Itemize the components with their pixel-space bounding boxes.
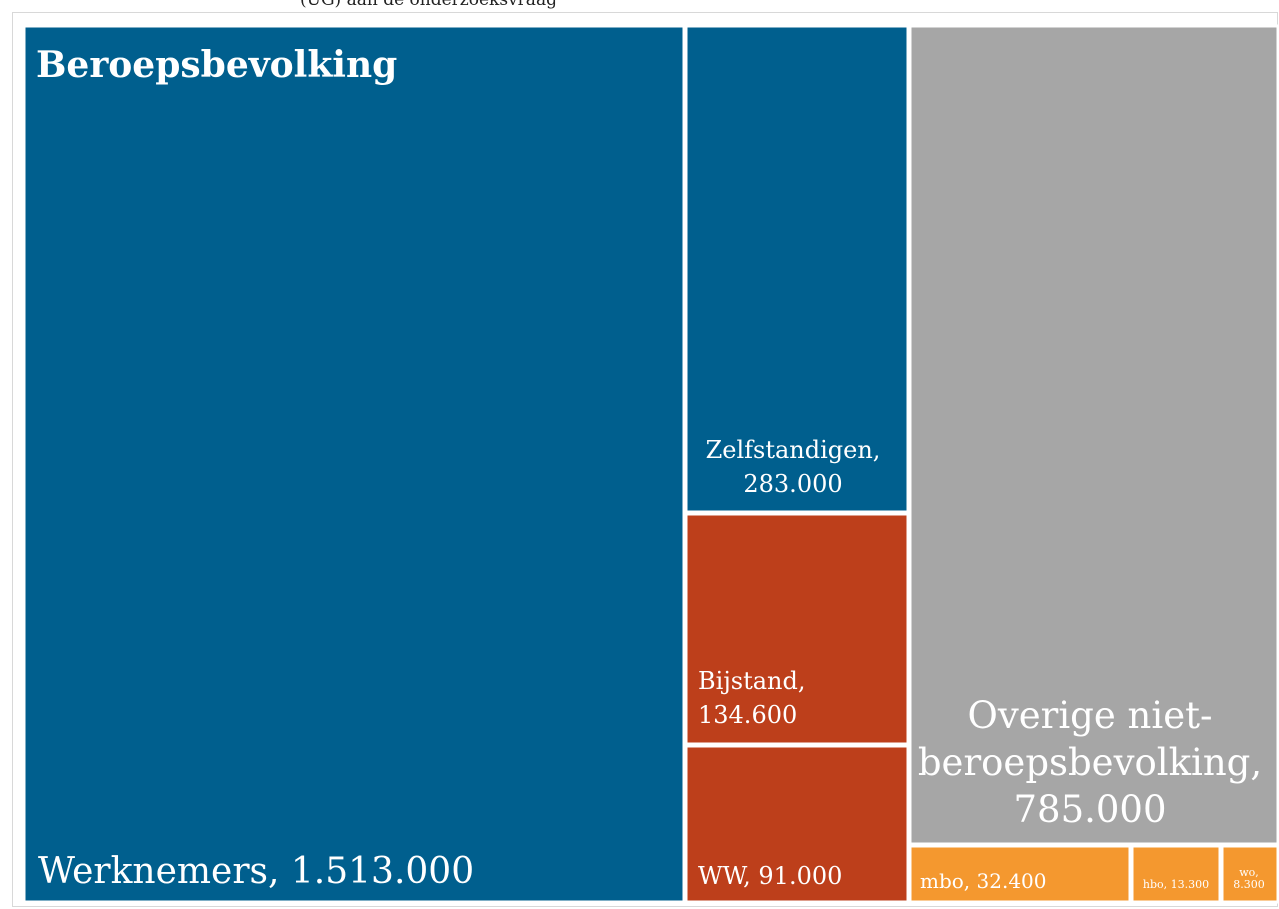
tile-mbo	[908, 844, 1132, 904]
tile-bijstand	[684, 512, 910, 746]
label-wo: wo, 8.300	[1233, 866, 1265, 891]
treemap-labels: Beroepsbevolking Werknemers, 1.513.000 Zel…	[36, 44, 1265, 893]
tile-hbo	[1130, 844, 1222, 904]
label-ww: WW, 91.000	[698, 862, 842, 890]
label-zelfstandigen: Zelfstandigen, 283.000	[706, 436, 881, 498]
tile-ww	[684, 744, 910, 904]
top-caption: (UG) aan de onderzoeksvraag	[0, 0, 1279, 10]
label-overige: Overige niet-beroepsbevolking, 785.000	[918, 694, 1262, 831]
group-label-beroepsbevolking: Beroepsbevolking	[36, 44, 397, 86]
tile-werknemers	[22, 24, 686, 904]
label-mbo: mbo, 32.400	[920, 869, 1047, 893]
tile-zelfstandigen	[684, 24, 910, 514]
label-hbo: hbo, 13.300	[1143, 878, 1209, 891]
tile-wo	[1220, 844, 1279, 904]
label-werknemers: Werknemers, 1.513.000	[38, 851, 474, 892]
tile-overige-niet-beroepsbevolking	[908, 24, 1279, 846]
caption-text: (UG) aan de onderzoeksvraag	[300, 0, 557, 10]
treemap-tiles	[22, 24, 1279, 904]
label-bijstand: Bijstand, 134.600	[698, 667, 805, 729]
